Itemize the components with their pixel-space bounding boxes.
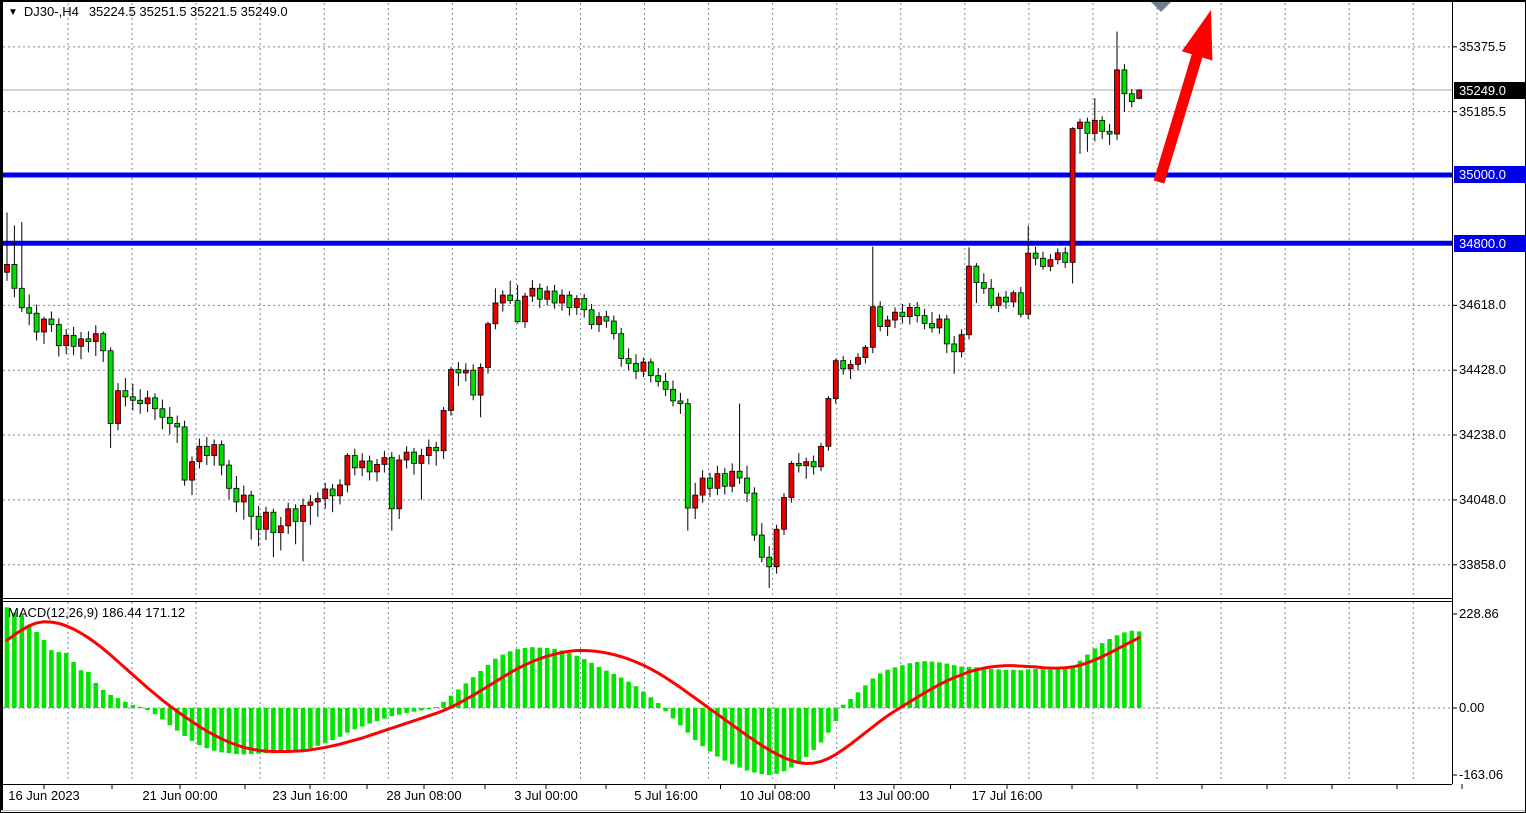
time-tick-label: 13 Jul 00:00 — [858, 788, 930, 803]
time-tick-label: 10 Jul 08:00 — [739, 788, 811, 803]
current-price-label: 35249.0 — [1454, 81, 1526, 99]
axis-tick-marks — [43, 46, 1463, 789]
hline-price-label: 34800.0 — [1454, 234, 1526, 252]
hline-price-label: 35000.0 — [1454, 166, 1526, 184]
chart-shift-marker-icon[interactable] — [1151, 2, 1171, 12]
support-resistance-lines[interactable] — [3, 172, 1452, 246]
time-tick-label: 3 Jul 00:00 — [514, 788, 578, 803]
macd-signal-line — [5, 620, 1141, 765]
time-tick-label: 23 Jun 16:00 — [272, 788, 348, 803]
macd-indicator-label: MACD(12,26,9) 186.44 171.12 — [8, 605, 186, 620]
price-tick-label: 35375.5 — [1459, 38, 1506, 54]
time-tick-label: 5 Jul 16:00 — [634, 788, 698, 803]
time-tick-label: 21 Jun 00:00 — [142, 788, 218, 803]
chart-title: ▼ DJ30-,H4 35224.5 35251.5 35221.5 35249.0 — [8, 4, 288, 19]
candles-series — [4, 31, 1143, 588]
macd-tick-label: 228.86 — [1459, 605, 1499, 621]
time-tick-label: 16 Jun 2023 — [8, 788, 80, 803]
price-axis[interactable]: 35375.5 35185.5 34618.0 34428.0 34238.0 34048… — [1453, 0, 1526, 784]
grid-lines — [3, 3, 1452, 782]
price-tick-label: 34618.0 — [1459, 297, 1506, 313]
price-tick-label: 33858.0 — [1459, 556, 1506, 572]
time-axis[interactable]: 16 Jun 2023 21 Jun 00:00 23 Jun 16:00 28 Ju… — [0, 786, 1526, 811]
time-tick-label: 28 Jun 08:00 — [386, 788, 462, 803]
price-tick-label: 34238.0 — [1459, 427, 1506, 443]
macd-tick-label: -163.06 — [1459, 767, 1504, 782]
macd-tick-label: 0.00 — [1459, 700, 1485, 715]
macd-histogram-series — [4, 607, 1142, 775]
time-tick-label: 17 Jul 16:00 — [971, 788, 1043, 803]
trend-up-arrow[interactable] — [1153, 10, 1213, 184]
ohlc-quote-label: 35224.5 35251.5 35221.5 35249.0 — [88, 4, 288, 19]
price-tick-label: 35185.5 — [1459, 103, 1506, 119]
symbol-period-label: DJ30-,H4 — [23, 4, 79, 19]
price-tick-label: 34048.0 — [1459, 491, 1506, 507]
price-tick-label: 34428.0 — [1459, 362, 1506, 378]
symbol-dropdown-icon: ▼ — [8, 7, 18, 18]
